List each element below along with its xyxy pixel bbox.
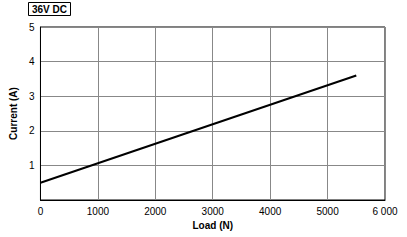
svg-text:36V DC: 36V DC [32, 4, 67, 15]
svg-text:2: 2 [29, 125, 35, 136]
svg-text:Load (N): Load (N) [192, 220, 233, 231]
svg-text:0: 0 [38, 206, 44, 217]
svg-text:3: 3 [29, 91, 35, 102]
svg-text:5: 5 [29, 22, 35, 33]
svg-text:2000: 2000 [144, 206, 167, 217]
svg-text:1000: 1000 [87, 206, 110, 217]
svg-text:4: 4 [29, 56, 35, 67]
svg-text:6 000: 6 000 [372, 206, 397, 217]
svg-text:3000: 3000 [202, 206, 225, 217]
svg-text:4000: 4000 [259, 206, 282, 217]
svg-text:5000: 5000 [316, 206, 339, 217]
svg-text:Current (A): Current (A) [8, 87, 19, 140]
svg-text:1: 1 [29, 160, 35, 171]
